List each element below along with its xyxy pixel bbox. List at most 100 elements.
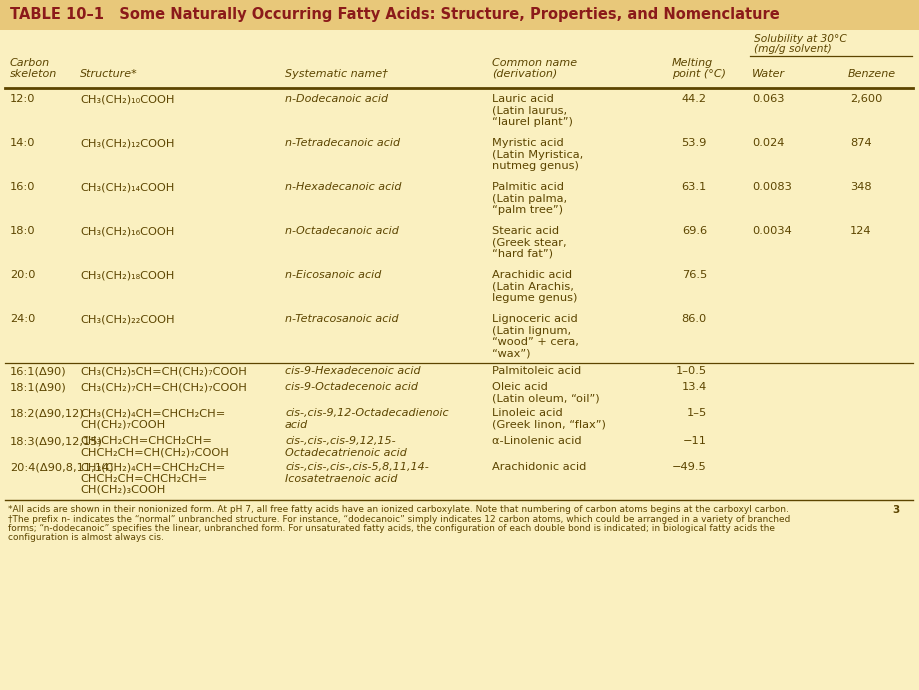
Text: 76.5: 76.5 — [681, 270, 706, 280]
Text: Systematic name†: Systematic name† — [285, 69, 388, 79]
Text: Arachidic acid: Arachidic acid — [492, 270, 572, 280]
Text: 18:1(Δ90): 18:1(Δ90) — [10, 382, 67, 392]
Text: CH₃(CH₂)₁₄COOH: CH₃(CH₂)₁₄COOH — [80, 182, 175, 192]
Text: Oleic acid: Oleic acid — [492, 382, 548, 392]
Text: TABLE 10–1   Some Naturally Occurring Fatty Acids: Structure, Properties, and No: TABLE 10–1 Some Naturally Occurring Fatt… — [10, 8, 779, 23]
Text: (Latin Myristica,: (Latin Myristica, — [492, 150, 583, 159]
Text: 44.2: 44.2 — [681, 94, 706, 104]
Text: 0.0083: 0.0083 — [751, 182, 791, 192]
Text: (mg/g solvent): (mg/g solvent) — [754, 44, 831, 54]
Text: skeleton: skeleton — [10, 69, 57, 79]
Text: CHCH₂CH=CH(CH₂)₇COOH: CHCH₂CH=CH(CH₂)₇COOH — [80, 448, 229, 457]
Text: 18:0: 18:0 — [10, 226, 36, 236]
Text: 14:0: 14:0 — [10, 138, 36, 148]
Text: 348: 348 — [849, 182, 870, 192]
Text: 12:0: 12:0 — [10, 94, 36, 104]
Text: CH(CH₂)₃COOH: CH(CH₂)₃COOH — [80, 485, 165, 495]
Text: 1–5: 1–5 — [686, 408, 706, 418]
Text: CH₃(CH₂)₁₆COOH: CH₃(CH₂)₁₆COOH — [80, 226, 175, 236]
Text: CH₃(CH₂)₄CH=CHCH₂CH=: CH₃(CH₂)₄CH=CHCH₂CH= — [80, 408, 225, 418]
Text: cis-,cis-9,12-Octadecadienoic: cis-,cis-9,12-Octadecadienoic — [285, 408, 448, 418]
Text: Stearic acid: Stearic acid — [492, 226, 559, 236]
Text: (Greek stear,: (Greek stear, — [492, 237, 566, 248]
Text: 63.1: 63.1 — [681, 182, 706, 192]
Text: legume genus): legume genus) — [492, 293, 577, 303]
Text: 69.6: 69.6 — [681, 226, 706, 236]
Text: Palmitoleic acid: Palmitoleic acid — [492, 366, 581, 376]
Text: 24:0: 24:0 — [10, 314, 35, 324]
Text: n-Tetracosanoic acid: n-Tetracosanoic acid — [285, 314, 398, 324]
Text: 0.0034: 0.0034 — [751, 226, 791, 236]
Text: 0.024: 0.024 — [751, 138, 784, 148]
Text: 3: 3 — [891, 505, 899, 515]
Text: CH₃(CH₂)₂₂COOH: CH₃(CH₂)₂₂COOH — [80, 314, 175, 324]
Text: n-Hexadecanoic acid: n-Hexadecanoic acid — [285, 182, 401, 192]
Text: 874: 874 — [849, 138, 870, 148]
Text: Icosatetraenoic acid: Icosatetraenoic acid — [285, 473, 397, 484]
Text: CH₃(CH₂)₅CH=CH(CH₂)₇COOH: CH₃(CH₂)₅CH=CH(CH₂)₇COOH — [80, 366, 246, 376]
Text: CH(CH₂)₇COOH: CH(CH₂)₇COOH — [80, 420, 165, 429]
Text: Arachidonic acid: Arachidonic acid — [492, 462, 585, 472]
Text: *All acids are shown in their nonionized form. At pH 7, all free fatty acids hav: *All acids are shown in their nonionized… — [8, 505, 788, 514]
Text: 2,600: 2,600 — [849, 94, 881, 104]
Text: forms; “n-dodecanoic” specifies the linear, unbranched form. For unsaturated fat: forms; “n-dodecanoic” specifies the line… — [8, 524, 774, 533]
Text: n-Octadecanoic acid: n-Octadecanoic acid — [285, 226, 399, 236]
Text: acid: acid — [285, 420, 308, 429]
Text: point (°C): point (°C) — [671, 69, 725, 79]
Text: 18:3(Δ90,12,15): 18:3(Δ90,12,15) — [10, 436, 103, 446]
Text: cis-,cis-,cis-,cis-5,8,11,14-: cis-,cis-,cis-,cis-5,8,11,14- — [285, 462, 428, 472]
Text: “palm tree”): “palm tree”) — [492, 205, 562, 215]
Text: “wax”): “wax”) — [492, 348, 530, 359]
Text: cis-9-Octadecenoic acid: cis-9-Octadecenoic acid — [285, 382, 417, 392]
Text: (Latin oleum, “oil”): (Latin oleum, “oil”) — [492, 393, 599, 404]
Text: Solubility at 30°C: Solubility at 30°C — [754, 34, 845, 44]
Text: (Latin Arachis,: (Latin Arachis, — [492, 282, 573, 291]
Text: (Latin palma,: (Latin palma, — [492, 193, 566, 204]
Text: Palmitic acid: Palmitic acid — [492, 182, 563, 192]
Text: “laurel plant”): “laurel plant”) — [492, 117, 573, 127]
Text: 124: 124 — [849, 226, 870, 236]
Text: −11: −11 — [682, 436, 706, 446]
Text: cis-,cis-,cis-9,12,15-: cis-,cis-,cis-9,12,15- — [285, 436, 395, 446]
Text: Water: Water — [751, 69, 784, 79]
Text: (derivation): (derivation) — [492, 69, 557, 79]
Text: Carbon: Carbon — [10, 58, 50, 68]
Text: CH₃(CH₂)₁₈COOH: CH₃(CH₂)₁₈COOH — [80, 270, 175, 280]
Text: n-Tetradecanoic acid: n-Tetradecanoic acid — [285, 138, 400, 148]
Text: nutmeg genus): nutmeg genus) — [492, 161, 578, 171]
Text: Melting: Melting — [671, 58, 712, 68]
Text: 1–0.5: 1–0.5 — [675, 366, 706, 376]
Text: CH₃CH₂CH=CHCH₂CH=: CH₃CH₂CH=CHCH₂CH= — [80, 436, 211, 446]
Text: Myristic acid: Myristic acid — [492, 138, 563, 148]
Text: “wood” + cera,: “wood” + cera, — [492, 337, 578, 347]
Text: Lignoceric acid: Lignoceric acid — [492, 314, 577, 324]
Text: Common name: Common name — [492, 58, 576, 68]
Text: †The prefix n- indicates the “normal” unbranched structure. For instance, “dodec: †The prefix n- indicates the “normal” un… — [8, 515, 789, 524]
Text: α-Linolenic acid: α-Linolenic acid — [492, 436, 581, 446]
Text: (Greek linon, “flax”): (Greek linon, “flax”) — [492, 420, 606, 429]
Text: 16:0: 16:0 — [10, 182, 36, 192]
Text: “hard fat”): “hard fat”) — [492, 249, 552, 259]
Bar — [0, 0, 919, 30]
Text: CH₃(CH₂)₁₂COOH: CH₃(CH₂)₁₂COOH — [80, 138, 175, 148]
Text: Structure*: Structure* — [80, 69, 138, 79]
Text: CH₃(CH₂)₇CH=CH(CH₂)₇COOH: CH₃(CH₂)₇CH=CH(CH₂)₇COOH — [80, 382, 246, 392]
Text: (Latin laurus,: (Latin laurus, — [492, 106, 566, 115]
Text: CH₃(CH₂)₄CH=CHCH₂CH=: CH₃(CH₂)₄CH=CHCH₂CH= — [80, 462, 225, 472]
Text: (Latin lignum,: (Latin lignum, — [492, 326, 571, 335]
Text: 20:4(Δ90,8,11,14): 20:4(Δ90,8,11,14) — [10, 462, 113, 472]
Text: −49.5: −49.5 — [672, 462, 706, 472]
Text: n-Eicosanoic acid: n-Eicosanoic acid — [285, 270, 381, 280]
Text: Octadecatrienoic acid: Octadecatrienoic acid — [285, 448, 406, 457]
Text: configuration is almost always cis.: configuration is almost always cis. — [8, 533, 164, 542]
Text: Linoleic acid: Linoleic acid — [492, 408, 562, 418]
Text: CHCH₂CH=CHCH₂CH=: CHCH₂CH=CHCH₂CH= — [80, 473, 207, 484]
Text: 20:0: 20:0 — [10, 270, 36, 280]
Text: 86.0: 86.0 — [681, 314, 706, 324]
Text: 18:2(Δ90,12): 18:2(Δ90,12) — [10, 408, 85, 418]
Text: 0.063: 0.063 — [751, 94, 784, 104]
Text: 53.9: 53.9 — [681, 138, 706, 148]
Text: cis-9-Hexadecenoic acid: cis-9-Hexadecenoic acid — [285, 366, 420, 376]
Text: Benzene: Benzene — [847, 69, 895, 79]
Text: n-Dodecanoic acid: n-Dodecanoic acid — [285, 94, 388, 104]
